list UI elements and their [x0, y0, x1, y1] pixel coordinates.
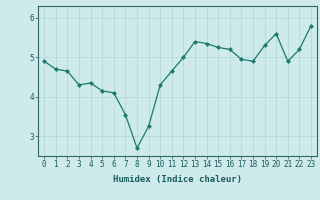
- X-axis label: Humidex (Indice chaleur): Humidex (Indice chaleur): [113, 175, 242, 184]
